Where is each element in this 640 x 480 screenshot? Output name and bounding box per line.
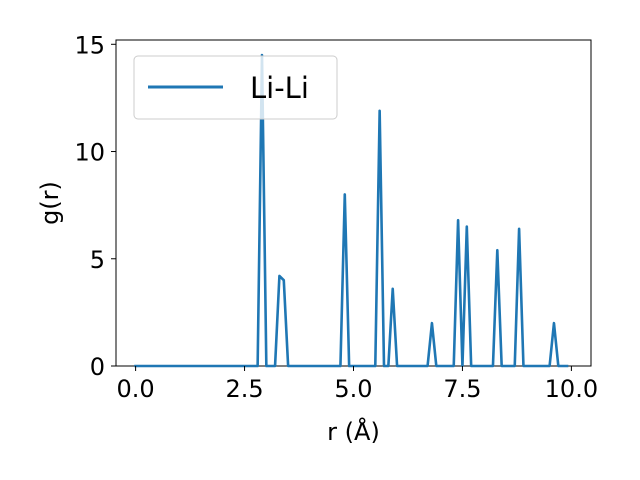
x-tick-label: 10.0 <box>545 375 598 403</box>
y-tick-label: 15 <box>74 31 105 59</box>
y-tick-label: 5 <box>90 246 105 274</box>
legend-label-li-li: Li-Li <box>250 71 309 105</box>
x-tick-label: 0.0 <box>117 375 155 403</box>
legend-box <box>133 55 338 120</box>
x-tick-label: 2.5 <box>225 375 263 403</box>
x-tick-label: 7.5 <box>443 375 481 403</box>
y-axis: 0 5 10 15 <box>74 31 116 381</box>
legend: Li-Li <box>133 55 338 120</box>
series-line-li-li <box>134 53 569 368</box>
x-tick-label: 5.0 <box>334 375 372 403</box>
y-tick-label: 10 <box>74 139 105 167</box>
x-axis-label: r (Å) <box>327 417 380 446</box>
x-axis: 0.0 2.5 5.0 7.5 10.0 <box>117 366 598 403</box>
y-tick-label: 0 <box>90 353 105 381</box>
y-axis-label: g(r) <box>36 181 64 225</box>
